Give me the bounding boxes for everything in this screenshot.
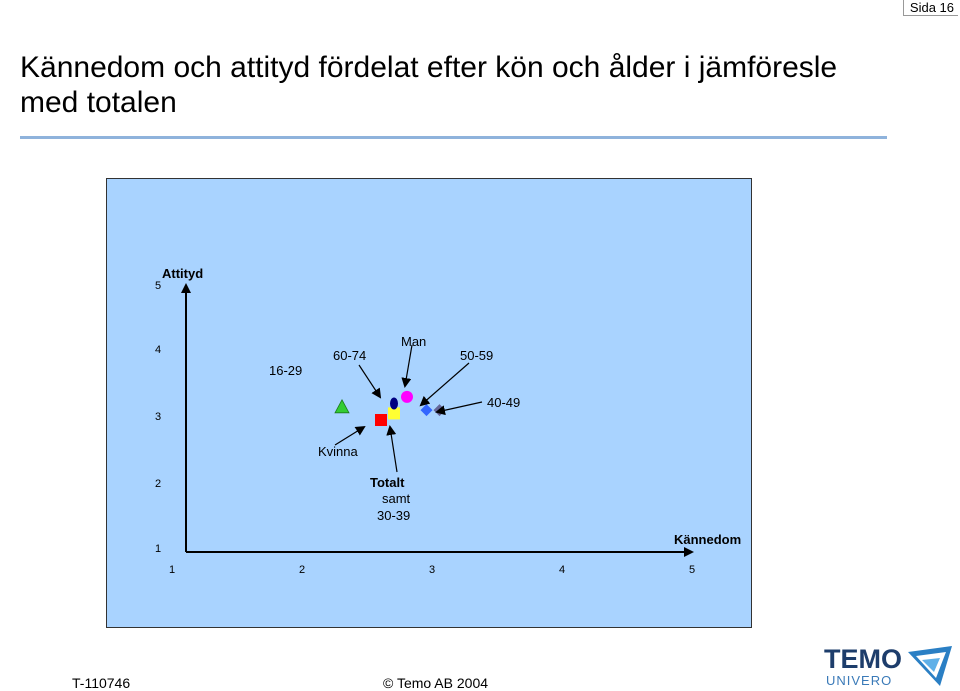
pointer-50-59 bbox=[419, 362, 470, 407]
x-tick-label: 1 bbox=[169, 564, 175, 576]
label-man: Man bbox=[401, 334, 426, 349]
x-tick-label: 2 bbox=[299, 564, 305, 576]
label-totalt-30-39: 30-39 bbox=[377, 508, 410, 523]
footer-copyright: © Temo AB 2004 bbox=[383, 675, 489, 691]
pointer-totalt bbox=[386, 425, 398, 473]
marker-16-29 bbox=[334, 398, 350, 414]
marker-totalt-samt-30-39 bbox=[388, 407, 400, 420]
marker-kvinna bbox=[375, 414, 387, 426]
logo-mark-icon bbox=[908, 646, 952, 686]
marker-60-74 bbox=[390, 397, 398, 410]
x-tick-label: 4 bbox=[559, 564, 565, 576]
pointer-kvinna bbox=[334, 425, 366, 446]
temo-logo: TEMO UNIVERO bbox=[822, 640, 958, 688]
x-tick-label: 5 bbox=[689, 564, 695, 576]
pointer-60-74 bbox=[358, 364, 382, 399]
y-tick-label: 5 bbox=[155, 280, 161, 292]
label-40-49: 40-49 bbox=[487, 395, 520, 410]
y-axis-label: Attityd bbox=[162, 266, 203, 281]
pointer-man bbox=[401, 344, 413, 388]
label-16-29: 16-29 bbox=[269, 363, 302, 378]
y-tick-label: 3 bbox=[155, 411, 161, 423]
logo-subtext: UNIVERO bbox=[826, 673, 893, 688]
page-title: Kännedom och attityd fördelat efter kön … bbox=[20, 51, 838, 119]
x-axis-label: Kännedom bbox=[674, 532, 741, 547]
label-kvinna: Kvinna bbox=[318, 444, 359, 459]
label-totalt: Totalt bbox=[370, 475, 405, 490]
label-totalt-samt: samt bbox=[382, 491, 411, 506]
y-tick-label: 2 bbox=[155, 478, 161, 490]
logo-text: TEMO bbox=[824, 644, 902, 674]
marker-man bbox=[401, 390, 413, 403]
marker-50-59 bbox=[420, 404, 433, 417]
label-60-74: 60-74 bbox=[333, 348, 366, 363]
page-number: Sida 16 bbox=[902, 0, 958, 16]
label-50-59: 50-59 bbox=[460, 348, 493, 363]
scatter-chart: Attityd Kännedom 1 2 3 4 5 1 2 3 4 5 16-29 60-74 Man 50… bbox=[155, 266, 741, 576]
chart-area: Attityd Kännedom 1 2 3 4 5 1 2 3 4 5 16-29 60-74 Man 50… bbox=[106, 178, 752, 628]
title-underline bbox=[20, 136, 887, 139]
pointer-40-49 bbox=[435, 401, 483, 416]
x-tick-label: 3 bbox=[429, 564, 435, 576]
y-tick-label: 1 bbox=[155, 543, 161, 555]
y-tick-label: 4 bbox=[155, 344, 161, 356]
footer-report-id: T-110746 bbox=[72, 675, 131, 691]
